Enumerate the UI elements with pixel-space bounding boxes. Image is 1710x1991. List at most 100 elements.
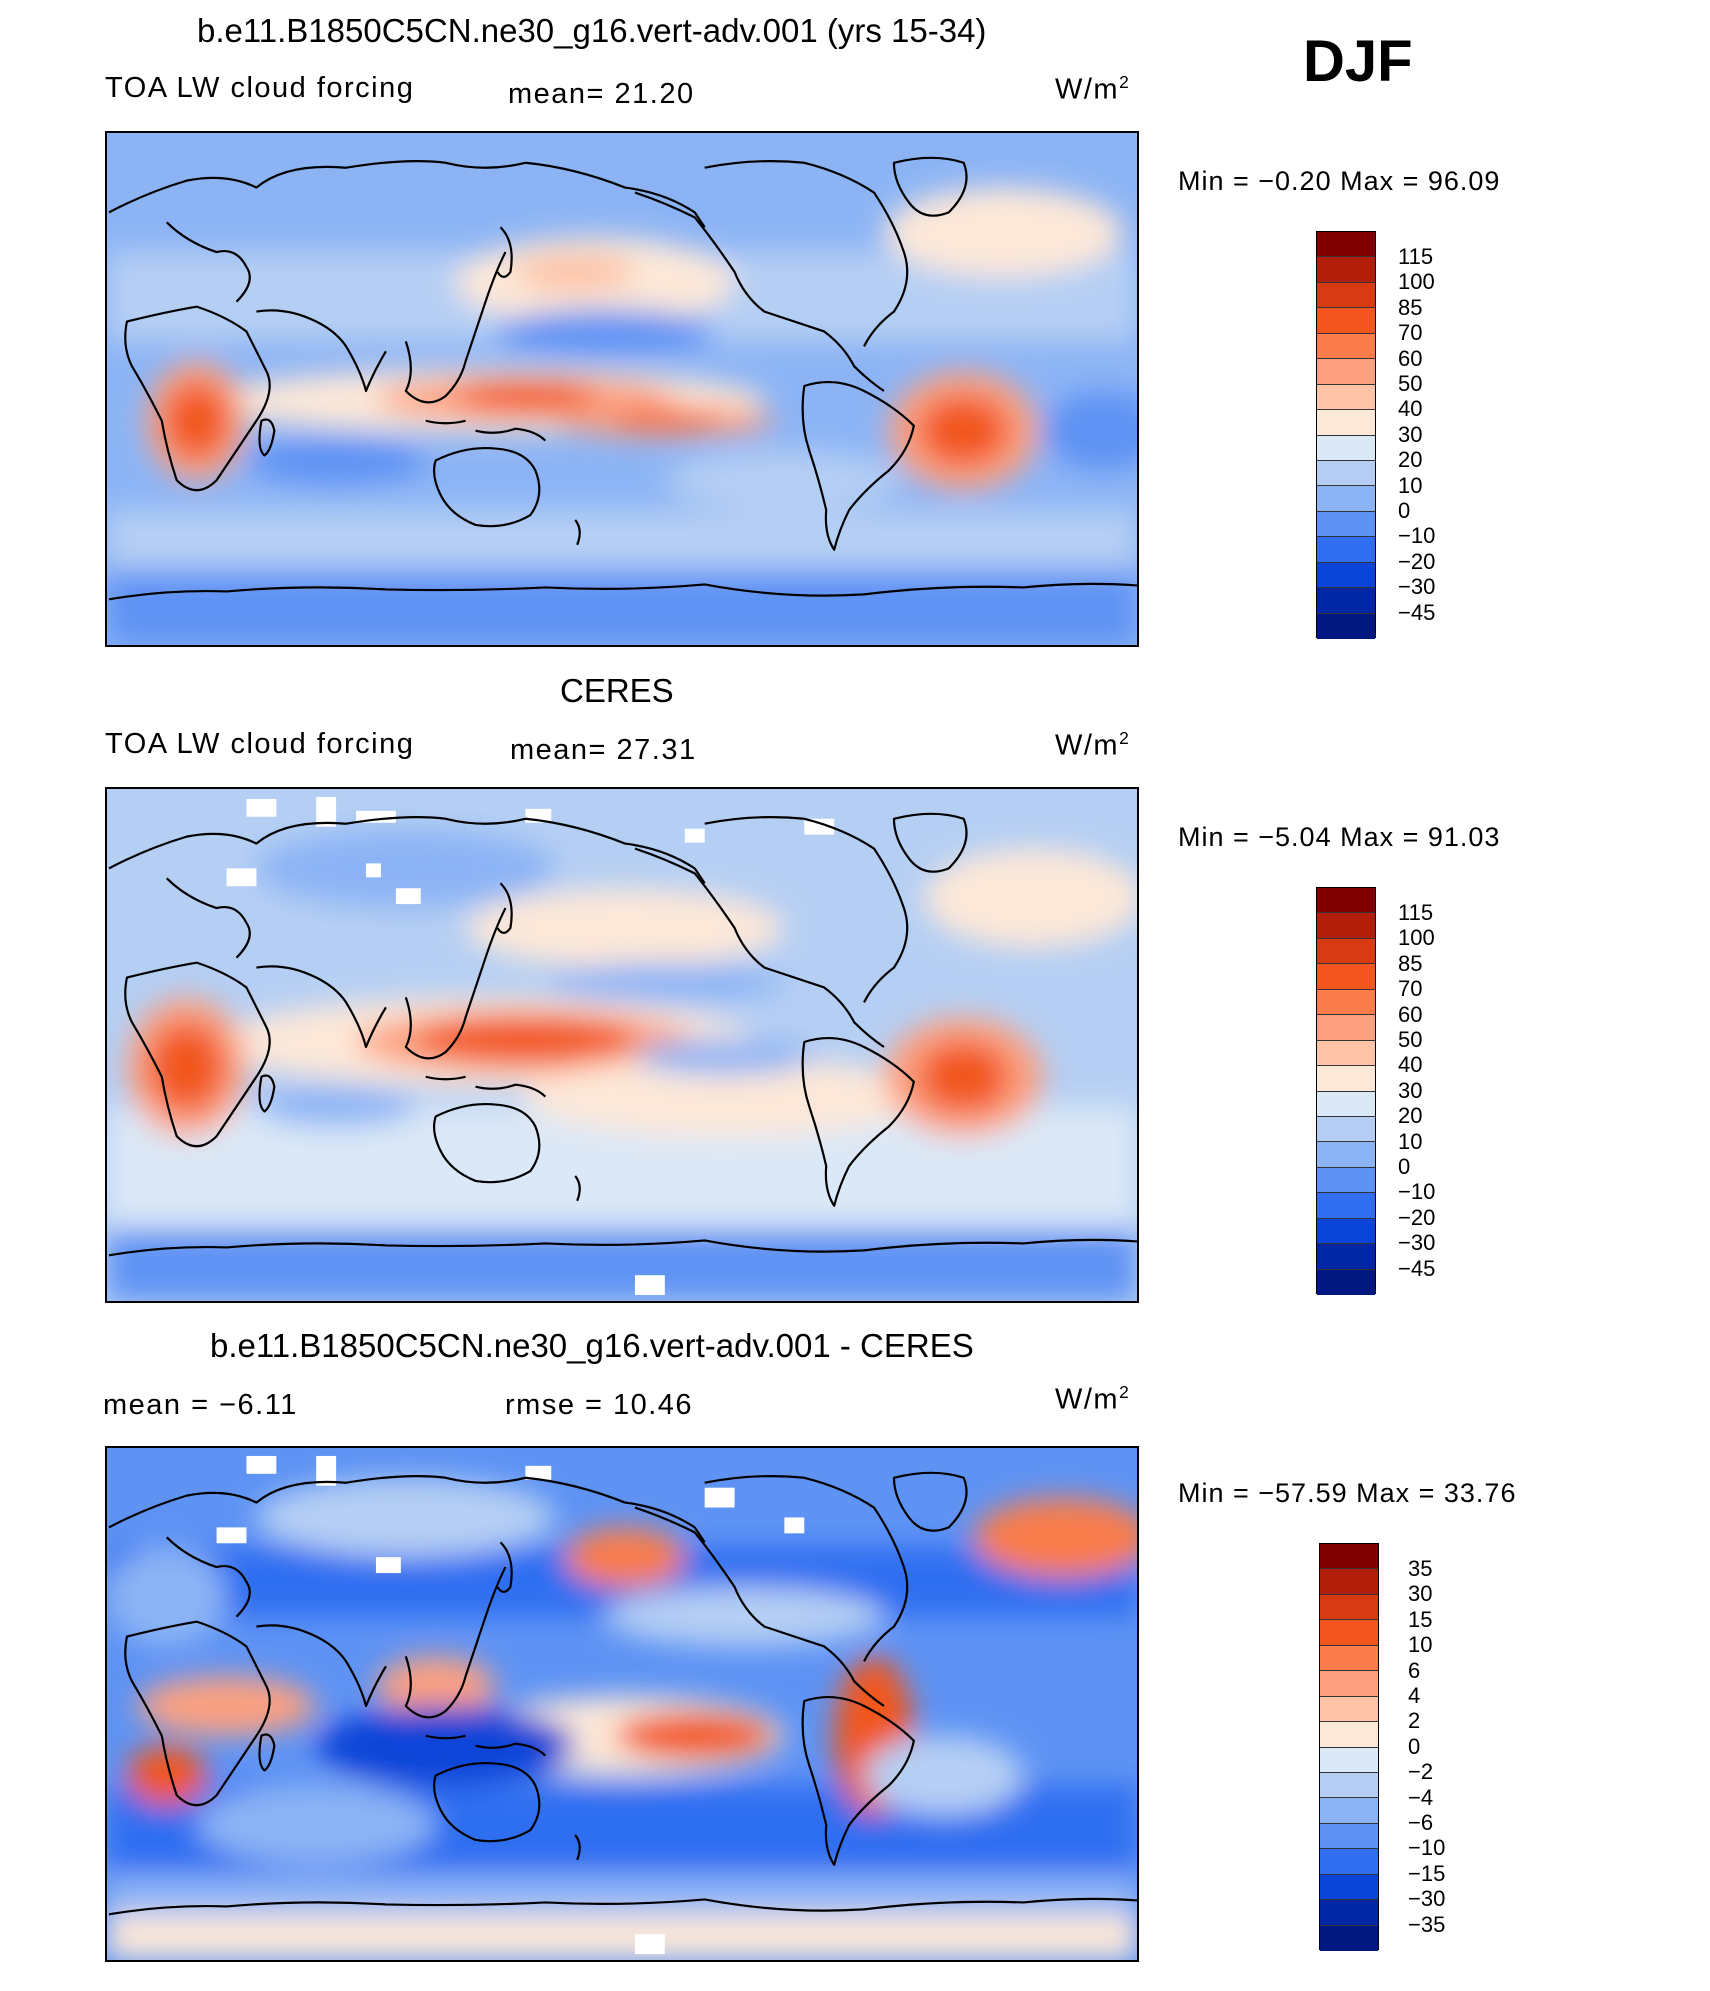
colorbar-segment xyxy=(1320,1594,1378,1621)
panel-1-colorbar xyxy=(1316,231,1376,639)
colorbar-level-label: 0 xyxy=(1398,498,1411,524)
colorbar-level-label: −10 xyxy=(1398,1179,1436,1205)
colorbar-segment xyxy=(1317,1142,1375,1168)
panel-3-colorbar-labels: 35 30 15 10 6 4 2 0 −2 −4 −6 −10 −15 −30 −35 xyxy=(1408,1556,1445,1937)
panel-3-units: W/m2 xyxy=(1055,1382,1131,1416)
colorbar-level-label: 15 xyxy=(1408,1606,1433,1632)
panel-1-map xyxy=(105,131,1139,647)
colorbar-level-label: 20 xyxy=(1398,1103,1423,1129)
colorbar-segment xyxy=(1317,460,1375,487)
colorbar-segment xyxy=(1320,1772,1378,1799)
colorbar-level-label: 85 xyxy=(1398,294,1423,320)
colorbar-level-label: 100 xyxy=(1398,925,1435,951)
colorbar-segment xyxy=(1320,1747,1378,1773)
colorbar-level-label: 35 xyxy=(1408,1556,1433,1581)
panel-3-mean: mean = −6.11 xyxy=(103,1389,298,1421)
colorbar-level-label: −4 xyxy=(1408,1784,1434,1810)
colorbar-segment xyxy=(1317,486,1375,512)
colorbar-segment xyxy=(1317,359,1375,385)
colorbar-segment xyxy=(1320,1645,1378,1672)
panel-2-title: CERES xyxy=(560,672,674,709)
colorbar-segment xyxy=(1317,588,1375,614)
panel-2-map xyxy=(105,787,1139,1303)
colorbar-level-label: 115 xyxy=(1398,900,1434,925)
colorbar-level-label: 50 xyxy=(1398,371,1423,397)
colorbar-level-label: 0 xyxy=(1408,1733,1421,1759)
colorbar-segment xyxy=(1320,1671,1378,1697)
colorbar-segment xyxy=(1317,562,1375,589)
panel-2-colorbar-labels: 115 100 85 70 60 50 40 30 20 10 0 −10 −20 −30 −45 xyxy=(1398,900,1435,1281)
colorbar-level-label: 30 xyxy=(1408,1581,1433,1607)
colorbar-segment xyxy=(1317,1015,1375,1041)
colorbar-level-label: 115 xyxy=(1398,244,1434,269)
colorbar-level-label: 85 xyxy=(1398,950,1423,976)
panel-1-title: b.e11.B1850C5CN.ne30_g16.vert-adv.001 (y… xyxy=(197,12,987,49)
colorbar-segment xyxy=(1317,1218,1375,1245)
colorbar-segment xyxy=(1317,989,1375,1016)
colorbar-level-label: −6 xyxy=(1408,1810,1434,1836)
colorbar-segment xyxy=(1317,1167,1375,1194)
colorbar-segment xyxy=(1317,257,1375,283)
colorbar-segment xyxy=(1320,1620,1378,1646)
colorbar-segment xyxy=(1317,410,1375,436)
colorbar-segment xyxy=(1320,1696,1378,1723)
colorbar-segment xyxy=(1320,1874,1378,1901)
colorbar-level-label: 10 xyxy=(1398,1128,1423,1154)
panel-2-units: W/m2 xyxy=(1055,728,1131,762)
colorbar-segment xyxy=(1317,384,1375,411)
colorbar-segment xyxy=(1317,913,1375,939)
colorbar-level-label: 70 xyxy=(1398,976,1423,1002)
colorbar-level-label: 2 xyxy=(1408,1708,1421,1734)
panel-1-field-label: TOA LW cloud forcing xyxy=(105,72,415,104)
colorbar-level-label: −30 xyxy=(1398,1230,1436,1256)
colorbar-level-label: 100 xyxy=(1398,269,1435,295)
season-label: DJF xyxy=(1303,29,1413,94)
colorbar-level-label: −15 xyxy=(1408,1860,1446,1886)
colorbar-segment xyxy=(1317,1040,1375,1067)
panel-2-minmax: Min = −5.04 Max = 91.03 xyxy=(1178,822,1501,852)
panel-3-minmax: Min = −57.59 Max = 33.76 xyxy=(1178,1478,1517,1508)
colorbar-segment xyxy=(1317,1244,1375,1270)
colorbar-segment xyxy=(1320,1849,1378,1875)
colorbar-level-label: −10 xyxy=(1398,523,1436,549)
colorbar-level-label: −10 xyxy=(1408,1835,1446,1861)
colorbar-segment xyxy=(1320,1925,1378,1951)
colorbar-level-label: −45 xyxy=(1398,1255,1436,1281)
colorbar-segment xyxy=(1317,282,1375,309)
colorbar-level-label: 4 xyxy=(1408,1683,1421,1709)
colorbar-level-label: −20 xyxy=(1398,548,1436,574)
colorbar-level-label: −20 xyxy=(1398,1204,1436,1230)
colorbar-level-label: −2 xyxy=(1408,1759,1434,1785)
colorbar-level-label: −35 xyxy=(1408,1911,1446,1937)
colorbar-level-label: −30 xyxy=(1408,1886,1446,1912)
colorbar-segment xyxy=(1317,435,1375,461)
colorbar-segment xyxy=(1320,1900,1378,1926)
colorbar-level-label: −30 xyxy=(1398,574,1436,600)
colorbar-segment xyxy=(1317,333,1375,360)
colorbar-segment xyxy=(1317,308,1375,334)
colorbar-segment xyxy=(1317,511,1375,538)
panel-2-colorbar xyxy=(1316,887,1376,1295)
colorbar-level-label: 10 xyxy=(1398,472,1423,498)
colorbar-segment xyxy=(1320,1722,1378,1748)
colorbar-segment xyxy=(1317,613,1375,639)
colorbar-segment xyxy=(1317,232,1375,258)
colorbar-segment xyxy=(1317,537,1375,563)
panel-1-mean: mean= 21.20 xyxy=(508,78,695,110)
colorbar-level-label: 0 xyxy=(1398,1154,1411,1180)
colorbar-segment xyxy=(1320,1798,1378,1824)
panel-1-colorbar-labels: 115 100 85 70 60 50 40 30 20 10 0 −10 −20 −30 −45 xyxy=(1398,244,1435,625)
colorbar-level-label: 30 xyxy=(1398,1077,1423,1103)
colorbar-segment xyxy=(1320,1544,1378,1570)
colorbar-segment xyxy=(1317,1066,1375,1092)
colorbar-level-label: 50 xyxy=(1398,1027,1423,1053)
colorbar-segment xyxy=(1320,1823,1378,1850)
panel-3-title: b.e11.B1850C5CN.ne30_g16.vert-adv.001 - … xyxy=(210,1327,974,1364)
panel-1-units: W/m2 xyxy=(1055,72,1131,106)
colorbar-level-label: 40 xyxy=(1398,396,1423,422)
panel-2-mean: mean= 27.31 xyxy=(510,734,697,766)
colorbar-level-label: 60 xyxy=(1398,345,1423,371)
colorbar-segment xyxy=(1317,1193,1375,1219)
colorbar-segment xyxy=(1317,1116,1375,1143)
colorbar-segment xyxy=(1317,938,1375,965)
